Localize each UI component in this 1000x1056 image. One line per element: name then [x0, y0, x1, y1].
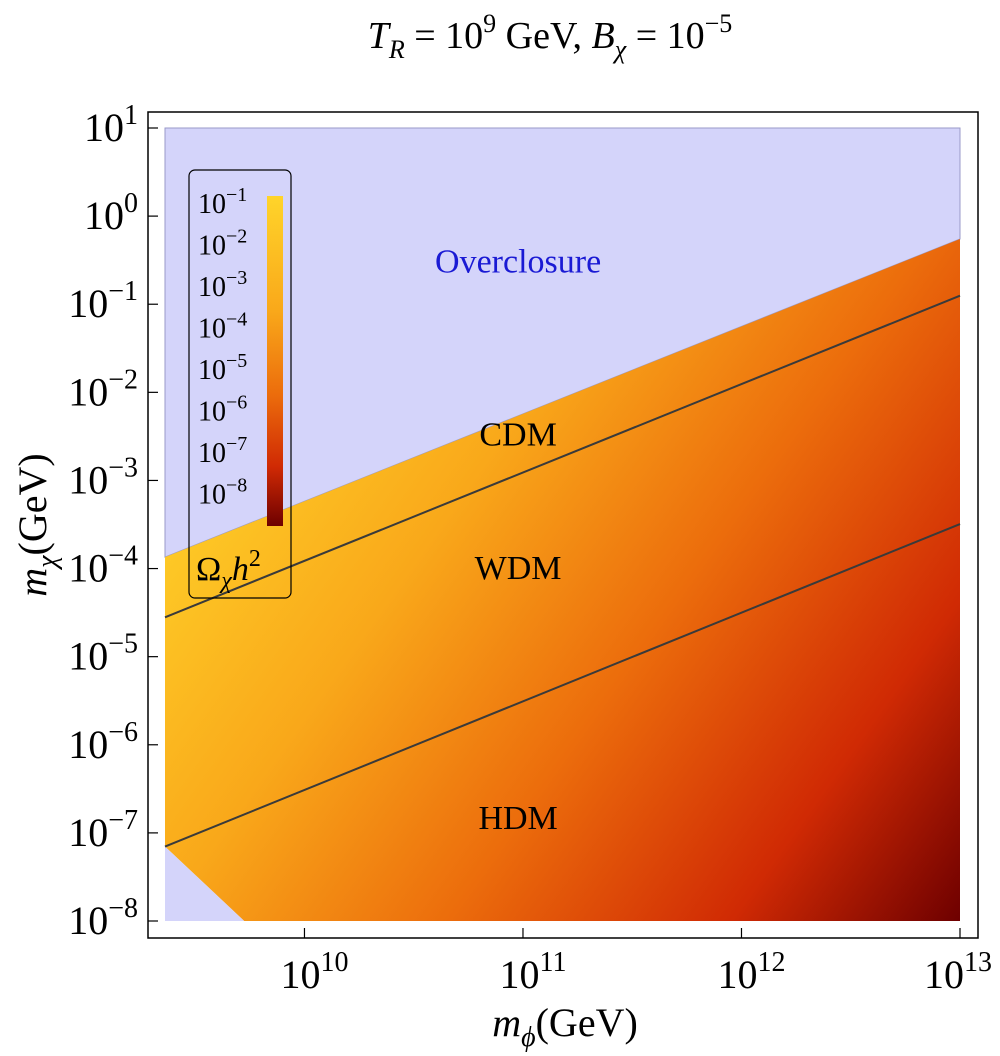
region-label-hdm: HDM	[478, 800, 557, 837]
title-t-sub: R	[388, 35, 405, 64]
title-b-symbol: B	[592, 15, 615, 57]
colorbar-gradient	[267, 196, 283, 526]
y-tick-label: 10−8	[68, 893, 138, 943]
y-tick-label: 10−3	[68, 452, 138, 502]
colorbar-tick-label: 10−5	[198, 350, 247, 386]
x-tick-label: 1012	[717, 947, 785, 997]
heat-region	[165, 239, 960, 921]
y-axis: 10−8 10−7 10−6 10−5 10−4 10−3 10−2 10−1 100 101	[68, 100, 158, 943]
title-t-exp: 9	[483, 9, 496, 38]
region-label-cdm: CDM	[479, 416, 556, 453]
title-b-exp: −5	[705, 9, 733, 38]
colorbar-tick-label: 10−4	[198, 309, 247, 345]
y-tick-label: 100	[84, 188, 138, 238]
colorbar-tick-label: 10−6	[198, 392, 247, 428]
y-tick-label: 10−6	[68, 717, 138, 767]
chart-title: TR = 109 GeV, Bχ = 10−5	[368, 9, 733, 64]
y-axis-label: mχ(GeV)	[10, 453, 63, 596]
colorbar-legend: 10−1 10−2 10−3 10−4 10−5 10−6 10−7 10−8 Ωχh2	[188, 169, 292, 599]
colorbar-tick-label: 10−2	[198, 226, 247, 262]
cdm-wdm-boundary-line	[164, 294, 961, 619]
y-tick-label: 101	[84, 100, 138, 150]
x-tick-label: 1013	[924, 947, 992, 997]
x-tick-label: 1010	[280, 947, 348, 997]
colorbar-tick-label: 10−3	[198, 267, 247, 303]
colorbar-tick-label: 10−7	[198, 433, 247, 469]
colorbar-frame	[188, 169, 292, 599]
title-b-sub: χ	[612, 35, 627, 64]
y-tick-label: 10−2	[68, 364, 138, 414]
region-label-wdm: WDM	[475, 550, 562, 587]
y-tick-label: 10−1	[68, 276, 138, 326]
colorbar-tick-label: 10−8	[198, 475, 247, 511]
wdm-hdm-boundary-line	[164, 523, 961, 848]
colorbar-title: Ωχh2	[196, 546, 261, 594]
x-axis: 1010 1011 1012 1013	[280, 928, 992, 997]
title-t-base: 10	[445, 15, 483, 57]
colorbar-tick-label: 10−1	[198, 184, 247, 220]
region-label-overclosure: Overclosure	[435, 243, 601, 280]
x-tick-label: 1011	[499, 947, 566, 997]
y-tick-label: 10−4	[68, 541, 138, 591]
title-t-symbol: T	[368, 15, 392, 57]
y-tick-label: 10−7	[68, 805, 138, 855]
x-axis-label: mϕ(GeV)	[492, 1000, 638, 1053]
title-t-unit: GeV,	[506, 15, 582, 57]
title-b-base: 10	[667, 15, 705, 57]
lower-corner-region	[165, 846, 245, 921]
y-tick-label: 10−5	[68, 629, 138, 679]
